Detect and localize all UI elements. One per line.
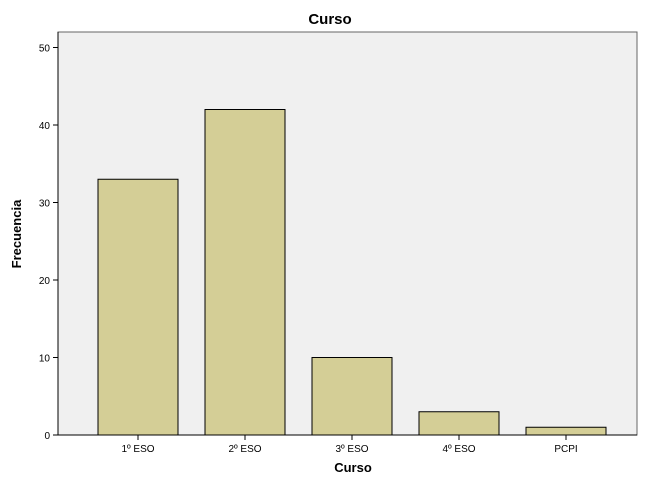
x-tick-label: 3º ESO [335, 444, 368, 455]
bar [97, 178, 179, 436]
y-tick-label: 50 [39, 44, 51, 55]
y-tick-label: 10 [39, 354, 51, 365]
x-tick-label: 1º ESO [121, 444, 154, 455]
bar [311, 357, 393, 436]
y-tick-label: 20 [39, 276, 51, 287]
y-tick-label: 0 [44, 431, 50, 442]
y-tick-label: 40 [39, 121, 51, 132]
y-tick-label: 30 [39, 199, 51, 210]
x-axis: 1º ESO 2º ESO 3º ESO 4º ESO PCPI [58, 434, 637, 455]
y-axis: 0 10 20 30 40 50 [39, 32, 59, 442]
bar [204, 109, 286, 436]
x-tick-label: 4º ESO [442, 444, 475, 455]
x-axis-title: Curso [334, 460, 372, 475]
bars-layer [97, 109, 607, 436]
bar [525, 426, 607, 436]
y-axis-title: Frecuencia [9, 199, 24, 268]
x-tick-label: 2º ESO [228, 444, 261, 455]
bar [418, 411, 500, 436]
x-tick-label: PCPI [554, 444, 577, 455]
chart-title: Curso [308, 11, 351, 28]
